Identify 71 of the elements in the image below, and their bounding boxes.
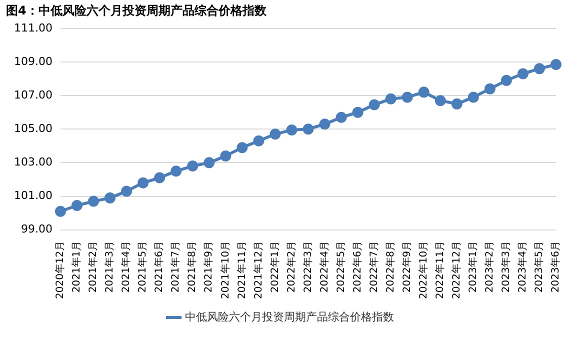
x-tick-label: 2023年5月 [533,240,546,293]
x-tick-label: 2022年1月 [268,240,281,293]
x-tick-label: 2021年6月 [153,240,166,293]
x-tick-label: 2022年2月 [285,240,298,293]
point [204,157,215,168]
point [352,106,364,118]
x-tick-label: 2020年12月 [54,240,66,300]
point [385,93,396,104]
point [500,74,512,86]
x-tick-label: 2021年4月 [120,240,132,293]
point [187,160,198,172]
y-tick-label: 105.00 [14,122,52,135]
x-tick-label: 2021年11月 [236,240,248,300]
x-tick-label: 2023年3月 [500,240,512,293]
point [88,196,100,207]
point [270,128,281,140]
x-tick-label: 2021年12月 [252,240,264,300]
point [368,99,380,110]
x-tick-label: 2022年6月 [351,240,364,293]
y-tick-label: 101.00 [14,189,52,202]
point [121,186,132,197]
x-tick-label: 2023年1月 [467,240,480,293]
point [302,124,314,135]
point [468,92,479,103]
point [236,142,248,154]
x-tick-label: 2021年10月 [219,240,232,300]
point [319,118,330,130]
point [418,86,430,98]
y-tick-label: 107.00 [14,88,52,102]
point [138,177,149,188]
point [154,172,166,184]
x-tick-label: 2022年10月 [417,240,430,300]
x-tick-label: 2023年2月 [484,240,496,293]
point [286,124,298,136]
x-tick-label: 2021年2月 [87,240,100,293]
legend-label: 中低风险六个月投资周期产品综合价格指数 [184,310,394,324]
x-tick-label: 2021年9月 [202,240,215,293]
x-tick-label: 2022年4月 [318,240,330,293]
point [170,166,182,177]
x-tick-label: 2021年1月 [70,240,83,293]
x-tick-label: 2022年9月 [400,240,413,293]
point [534,63,545,74]
y-tick-label: 111.00 [14,21,52,34]
x-tick-label: 2023年4月 [516,240,529,293]
point [402,92,413,103]
chart-title: 图4：中低风险六个月投资周期产品综合价格指数 [6,3,268,18]
x-tick-label: 2023年6月 [550,240,562,293]
y-tick-label: 99.00 [20,222,52,236]
x-tick-label: 2022年3月 [302,240,314,293]
point [451,98,462,110]
x-tick-label: 2022年11月 [434,240,446,300]
point [72,200,83,211]
point [434,95,446,106]
point [484,83,496,94]
x-tick-label: 2021年8月 [186,240,198,293]
x-tick-label: 2021年3月 [104,240,116,293]
point [220,150,232,162]
x-tick-label: 2021年7月 [170,240,182,293]
x-tick-label: 2021年5月 [136,240,149,293]
point [253,135,264,146]
point [517,68,528,80]
x-tick-label: 2022年12月 [450,240,462,300]
point [336,112,347,123]
point [54,206,66,217]
point [104,192,116,204]
x-tick-label: 2022年5月 [334,240,347,293]
x-tick-label: 2022年8月 [384,240,396,293]
y-tick-label: 109.00 [14,54,52,68]
x-tick-label: 2022年7月 [368,240,380,293]
y-tick-label: 103.00 [14,156,52,169]
point [550,58,562,70]
